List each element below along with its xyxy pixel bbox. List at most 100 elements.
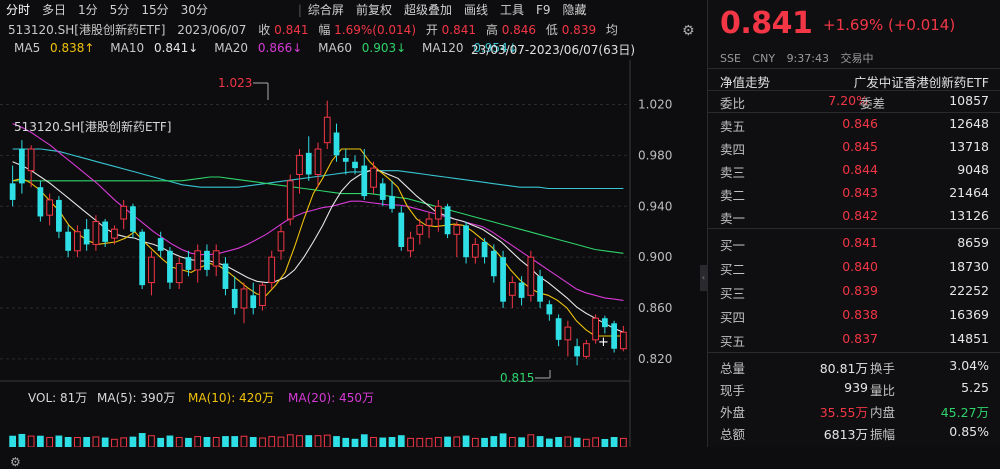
- candle[interactable]: [231, 276, 238, 315]
- candle[interactable]: [268, 250, 276, 289]
- candle[interactable]: [416, 219, 424, 245]
- candle[interactable]: [286, 174, 294, 226]
- sell-level-row[interactable]: 卖三 0.844 9048: [708, 159, 1000, 180]
- candle[interactable]: [370, 161, 377, 194]
- candlestick-chart[interactable]: 1.020 0.980 0.940 0.900 0.860 0.820 513120.SH…: [0, 60, 706, 448]
- candle[interactable]: [389, 180, 395, 213]
- candle[interactable]: [167, 246, 173, 289]
- menu-draw[interactable]: 画线: [463, 3, 488, 17]
- nav-trend-link[interactable]: 净值走势: [720, 75, 771, 90]
- candle[interactable]: [500, 250, 506, 309]
- candle[interactable]: [574, 338, 580, 366]
- candle[interactable]: [296, 149, 303, 194]
- candle[interactable]: [518, 276, 525, 306]
- sell-level-row[interactable]: 卖五 0.846 12648: [708, 113, 1000, 134]
- menu-f9[interactable]: F9: [536, 2, 551, 17]
- candle[interactable]: [601, 315, 608, 334]
- candle[interactable]: [111, 225, 118, 245]
- candle[interactable]: [564, 320, 572, 357]
- candle-body: [490, 250, 497, 277]
- candle[interactable]: [92, 215, 100, 251]
- tab-intraday[interactable]: 分时: [6, 3, 31, 17]
- candle[interactable]: [398, 206, 405, 251]
- candle[interactable]: [27, 145, 35, 188]
- menu-overlay[interactable]: 超级叠加: [403, 3, 452, 17]
- candle[interactable]: [508, 276, 516, 309]
- sell-level-row[interactable]: 卖二 0.843 21464: [708, 182, 1000, 203]
- candle[interactable]: [453, 221, 461, 258]
- candle[interactable]: [277, 225, 285, 260]
- candle[interactable]: [361, 149, 368, 200]
- buy-level-row[interactable]: 买四 0.838 16369: [708, 304, 1000, 325]
- settings-icon[interactable]: ⚙: [10, 455, 21, 469]
- candle[interactable]: [434, 199, 442, 232]
- candle[interactable]: [342, 149, 349, 175]
- candle[interactable]: [74, 225, 81, 258]
- candle[interactable]: [139, 229, 146, 289]
- tab-1min[interactable]: 1分: [78, 3, 98, 17]
- candle[interactable]: [555, 314, 562, 347]
- candle[interactable]: [185, 250, 192, 277]
- candle[interactable]: [527, 250, 535, 302]
- candle[interactable]: [102, 219, 109, 247]
- candle[interactable]: [148, 250, 155, 296]
- candle[interactable]: [130, 203, 136, 239]
- candle[interactable]: [83, 219, 90, 251]
- candle[interactable]: [250, 282, 257, 315]
- candle[interactable]: [65, 225, 72, 258]
- candle[interactable]: [222, 257, 229, 296]
- candle[interactable]: [490, 244, 497, 283]
- candle[interactable]: [212, 244, 220, 277]
- buy-level-row[interactable]: 买五 0.837 14851: [708, 328, 1000, 349]
- gear-icon[interactable]: ⚙: [682, 23, 695, 39]
- volume-bar: [9, 435, 16, 448]
- candle[interactable]: [444, 203, 451, 239]
- candle[interactable]: [333, 123, 340, 162]
- ma10-value: 0.841↓: [153, 41, 199, 55]
- candle[interactable]: [314, 142, 322, 188]
- buy-level-row[interactable]: 买一 0.841 8659: [708, 232, 1000, 253]
- candle[interactable]: [157, 231, 164, 258]
- tab-5min[interactable]: 5分: [109, 3, 130, 17]
- candle[interactable]: [592, 314, 599, 344]
- sell-level-row[interactable]: 卖一 0.842 13126: [708, 205, 1000, 226]
- sell-level-row[interactable]: 卖四 0.845 13718: [708, 136, 1000, 157]
- candle[interactable]: [175, 257, 183, 289]
- candle[interactable]: [425, 212, 433, 239]
- candle[interactable]: [379, 178, 386, 207]
- menu-tools[interactable]: 工具: [499, 3, 524, 17]
- candle[interactable]: [323, 100, 331, 150]
- buy-level-price: 0.840: [842, 259, 878, 274]
- candle[interactable]: [19, 140, 25, 194]
- buy-level-row[interactable]: 买三 0.839 22252: [708, 280, 1000, 301]
- menu-hide[interactable]: 隐藏: [562, 3, 587, 17]
- candle[interactable]: [620, 325, 627, 352]
- candle[interactable]: [537, 269, 543, 309]
- buy-level-row[interactable]: 买二 0.840 18730: [708, 256, 1000, 277]
- candle[interactable]: [9, 165, 16, 207]
- candle[interactable]: [37, 180, 44, 222]
- candle[interactable]: [194, 244, 202, 283]
- candle[interactable]: [46, 193, 54, 226]
- side-collapse-button[interactable]: ‹: [700, 265, 707, 291]
- candle[interactable]: [120, 199, 128, 230]
- candle[interactable]: [463, 221, 469, 264]
- tab-15min[interactable]: 15分: [141, 3, 169, 17]
- menu-forward-adjust[interactable]: 前复权: [355, 3, 392, 17]
- candle[interactable]: [352, 155, 358, 175]
- candle[interactable]: [582, 339, 590, 359]
- candle[interactable]: [259, 282, 266, 311]
- menu-composite[interactable]: 综合屏: [307, 3, 344, 17]
- candle[interactable]: [546, 300, 553, 321]
- candle[interactable]: [407, 231, 414, 258]
- candle[interactable]: [471, 238, 479, 264]
- tab-30min[interactable]: 30分: [180, 3, 208, 17]
- candle[interactable]: [481, 238, 488, 264]
- candle[interactable]: [240, 282, 248, 324]
- candle[interactable]: [611, 320, 617, 353]
- trade-status: 交易中: [840, 52, 874, 65]
- tab-multiday[interactable]: 多日: [42, 3, 67, 17]
- candle[interactable]: [56, 196, 62, 239]
- candle[interactable]: [305, 136, 312, 181]
- candle[interactable]: [204, 244, 210, 277]
